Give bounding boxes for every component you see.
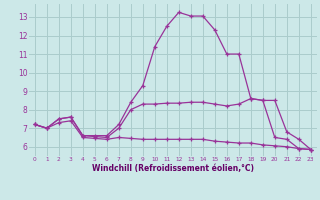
- X-axis label: Windchill (Refroidissement éolien,°C): Windchill (Refroidissement éolien,°C): [92, 164, 254, 173]
